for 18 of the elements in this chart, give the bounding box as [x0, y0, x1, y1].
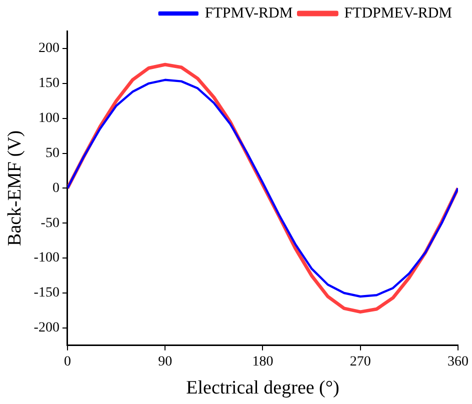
x-tick-label: 0 — [64, 354, 71, 370]
y-tick-label: 150 — [38, 76, 60, 92]
legend-label: FTPMV-RDM — [204, 5, 293, 22]
y-tick-label: 200 — [38, 41, 60, 56]
y-tick-label: -50 — [40, 216, 60, 231]
y-tick-label: 50 — [45, 146, 60, 161]
y-tick-label: -100 — [34, 250, 60, 266]
x-tick-label: 270 — [350, 354, 371, 370]
x-tick-label: 90 — [158, 354, 172, 370]
y-tick-label: -200 — [34, 320, 60, 336]
y-tick-label: -150 — [34, 286, 60, 301]
y-tick-label: 100 — [38, 111, 60, 126]
y-tick-label: 0 — [52, 180, 60, 196]
x-tick-label: 180 — [252, 354, 274, 370]
x-tick-label: 360 — [448, 354, 468, 370]
legend-label: FTDPMEV-RDM — [344, 5, 452, 22]
x-axis-title: Electrical degree (°) — [186, 378, 340, 399]
y-axis-title: Back-EMF (V) — [4, 130, 26, 246]
